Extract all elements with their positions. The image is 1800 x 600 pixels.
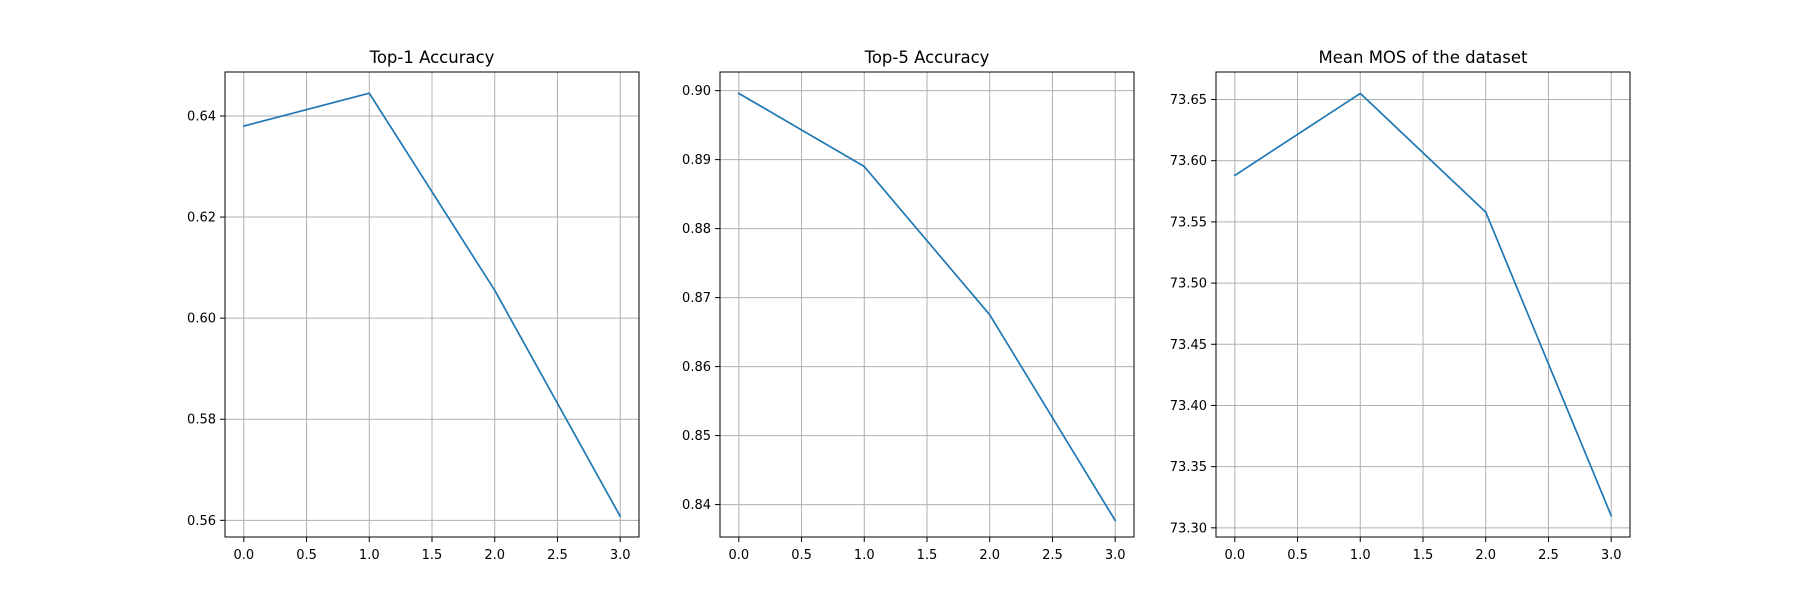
x-tick-label: 0.5 [296, 548, 317, 563]
y-tick-label: 0.56 [187, 514, 216, 529]
chart-3: 0.0 0.5 1.0 1.5 2.0 2.5 3.0 73.30 73.35 73.40 73.4… [1170, 48, 1631, 563]
chart-title: Top-5 Accuracy [864, 48, 990, 67]
x-tick-label: 2.0 [1475, 548, 1496, 563]
x-tick-label: 2.0 [484, 548, 505, 563]
y-tick-label: 0.88 [682, 222, 711, 237]
x-tick-label: 2.5 [1042, 548, 1063, 563]
x-tick-label: 0.5 [791, 548, 812, 563]
y-tick-label: 0.84 [682, 498, 711, 513]
y-tick-label: 0.60 [187, 312, 216, 327]
series-line [1233, 92, 1613, 517]
y-tick-label: 73.30 [1170, 521, 1207, 536]
x-tick-label: 1.0 [1350, 548, 1371, 563]
x-tick-label: 0.0 [233, 548, 254, 563]
chart-title: Top-1 Accuracy [369, 48, 495, 67]
x-tick-label: 1.5 [422, 548, 443, 563]
x-tick-label: 3.0 [1105, 548, 1126, 563]
y-tick-label: 73.55 [1170, 215, 1207, 230]
x-tick-label: 1.0 [854, 548, 875, 563]
y-tick-label: 0.90 [682, 84, 711, 99]
y-tick-label: 0.85 [682, 429, 711, 444]
x-tick-label: 3.0 [610, 548, 631, 563]
y-tick-label: 0.87 [682, 291, 711, 306]
y-tick-label: 0.86 [682, 360, 711, 375]
x-tick-label: 3.0 [1601, 548, 1622, 563]
chart-title: Mean MOS of the dataset [1319, 48, 1529, 67]
x-tick-label: 2.5 [547, 548, 568, 563]
x-tick-label: 1.5 [917, 548, 938, 563]
chart-1: 0.0 0.5 1.0 1.5 2.0 2.5 3.0 0.56 0.58 0.60 0.62 0.6… [187, 48, 640, 563]
x-tick-label: 0.5 [1287, 548, 1308, 563]
y-tick-label: 73.65 [1170, 93, 1207, 108]
x-tick-label: 0.0 [728, 548, 749, 563]
x-tick-label: 0.0 [1224, 548, 1245, 563]
x-tick-label: 2.0 [979, 548, 1000, 563]
x-tick-label: 1.0 [359, 548, 380, 563]
y-tick-label: 73.60 [1170, 154, 1207, 169]
y-tick-label: 73.50 [1170, 277, 1207, 292]
series-line [737, 92, 1117, 522]
chart-2: 0.0 0.5 1.0 1.5 2.0 2.5 3.0 0.84 0.85 0.86 0.87 0.8… [682, 48, 1135, 563]
y-tick-label: 0.62 [187, 211, 216, 226]
x-tick-label: 1.5 [1413, 548, 1434, 563]
x-tick-label: 2.5 [1538, 548, 1559, 563]
y-tick-label: 0.89 [682, 153, 711, 168]
y-tick-label: 0.64 [187, 109, 216, 124]
y-tick-label: 73.45 [1170, 338, 1207, 353]
y-tick-label: 73.35 [1170, 460, 1207, 475]
y-tick-label: 0.58 [187, 413, 216, 428]
series-line [242, 92, 622, 518]
y-tick-label: 73.40 [1170, 399, 1207, 414]
